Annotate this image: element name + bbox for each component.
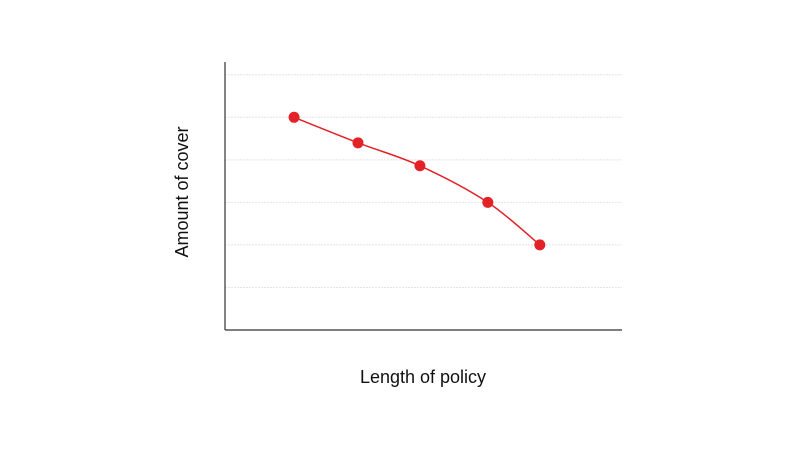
point — [288, 111, 300, 123]
point — [414, 160, 426, 172]
point — [482, 196, 494, 208]
point — [352, 137, 364, 149]
line — [293, 116, 541, 246]
x-axis-label: Length of policy — [360, 367, 486, 387]
point — [534, 239, 546, 251]
y-axis-label: Amount of cover — [172, 126, 192, 257]
